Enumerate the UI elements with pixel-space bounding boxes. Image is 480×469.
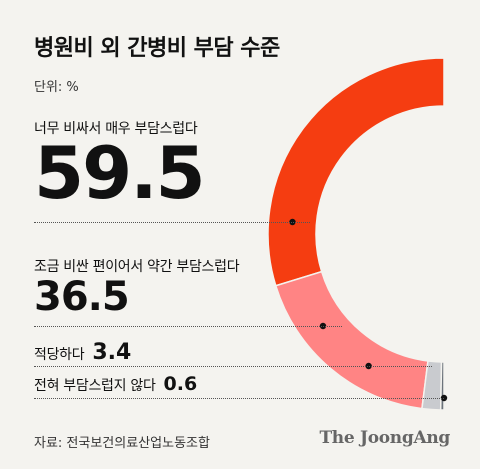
unit-label: 단위: %: [34, 80, 79, 95]
source-note: 자료: 전국보건의료산업노동조합: [34, 436, 210, 451]
category-label-moderate: 적당하다: [34, 347, 85, 363]
value-very-burdensome: 59.5: [34, 131, 206, 215]
row-moderate: 적당하다 3.4: [34, 340, 131, 365]
slice-very-burdensome: [267, 57, 445, 287]
leader-line-somewhat-burdensome: [34, 326, 342, 327]
marker-dot-moderate: [365, 362, 372, 370]
leader-line-very-burdensome: [34, 222, 310, 223]
value-not-at-all: 0.6: [163, 373, 198, 395]
marker-dot-not-at-all: [440, 394, 448, 402]
chart-title: 병원비 외 간병비 부담 수준: [34, 36, 280, 61]
leader-line-moderate: [34, 366, 432, 367]
category-label-very-burdensome: 너무 비싸서 매우 부담스럽다: [34, 121, 198, 137]
leader-line-not-at-all: [34, 398, 444, 399]
brand-logo: The JoongAng: [319, 428, 450, 448]
donut-slices: [267, 57, 445, 411]
value-somewhat-burdensome: 36.5: [34, 274, 130, 320]
slice-not-at-all: [439, 361, 445, 411]
category-label-somewhat-burdensome: 조금 비싼 편이어서 약간 부담스럽다: [34, 259, 240, 275]
row-not-at-all: 전혀 부담스럽지 않다 0.6: [34, 373, 197, 395]
value-moderate: 3.4: [92, 340, 132, 365]
slice-somewhat-burdensome: [274, 270, 429, 410]
marker-dot-somewhat-burdensome: [319, 322, 327, 330]
category-label-not-at-all: 전혀 부담스럽지 않다: [34, 378, 156, 394]
